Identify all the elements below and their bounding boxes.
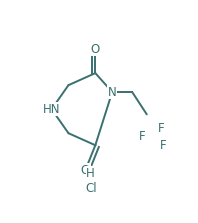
Text: O: O — [81, 164, 90, 177]
Text: N: N — [108, 85, 117, 99]
Text: O: O — [91, 43, 100, 56]
Text: HN: HN — [43, 103, 60, 116]
Text: H: H — [86, 167, 95, 180]
Text: F: F — [158, 122, 165, 134]
Text: F: F — [139, 130, 146, 143]
Text: F: F — [160, 139, 166, 152]
Text: Cl: Cl — [85, 182, 97, 195]
